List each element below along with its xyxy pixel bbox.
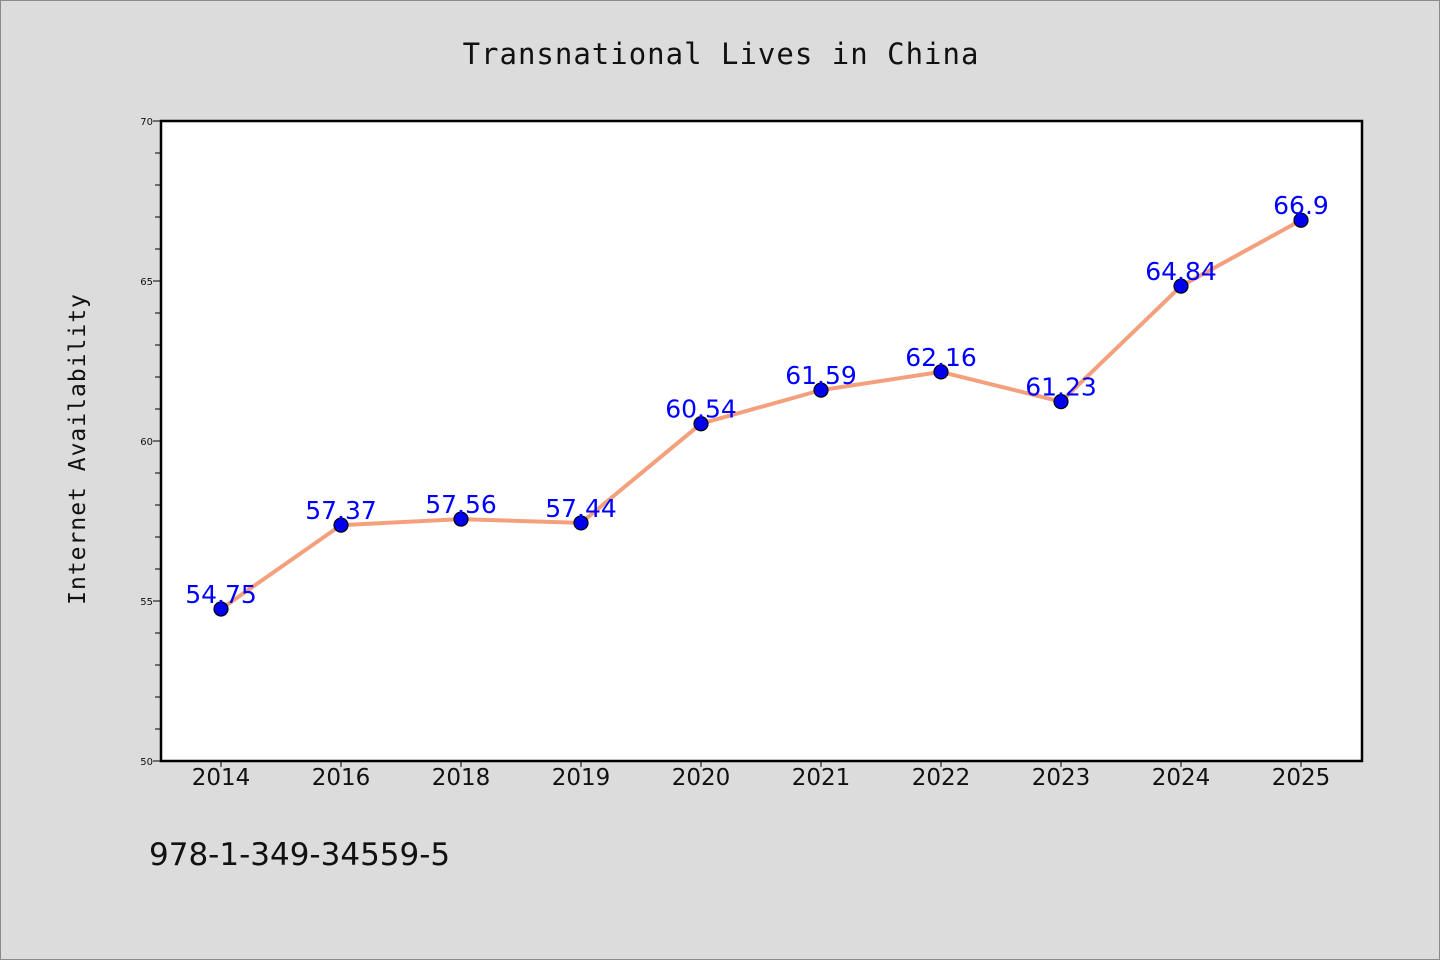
data-label: 64.84 — [1145, 257, 1217, 286]
data-point — [333, 517, 349, 533]
data-point — [453, 511, 469, 527]
data-labels: 54.75 57.37 57.56 57.44 60.54 61.59 62.16 61.23… — [185, 191, 1329, 609]
data-point — [813, 382, 829, 398]
x-tick-label: 2016 — [312, 765, 371, 791]
plot-area — [159, 119, 1364, 763]
data-label: 57.56 — [425, 490, 497, 519]
x-tick-label: 2024 — [1152, 765, 1211, 791]
x-axis: 2014 2016 2018 2019 2020 2021 2022 2023 2024 2025 — [192, 761, 1331, 791]
isbn-footer: 978-1-349-34559-5 — [149, 837, 450, 873]
data-label: 57.44 — [545, 494, 617, 523]
data-label: 61.59 — [785, 361, 857, 390]
data-point — [1293, 212, 1309, 228]
data-label: 54.75 — [185, 580, 257, 609]
data-point — [573, 515, 589, 531]
chart-title: Transnational Lives in China — [463, 37, 980, 71]
y-tick-label: 70 — [140, 117, 153, 128]
x-tick-label: 2023 — [1032, 765, 1091, 791]
x-tick-label: 2020 — [672, 765, 731, 791]
data-point — [693, 416, 709, 432]
x-tick-label: 2025 — [1272, 765, 1331, 791]
data-label: 66.9 — [1273, 191, 1329, 220]
x-tick-label: 2018 — [432, 765, 491, 791]
data-point — [933, 364, 949, 380]
data-series — [213, 212, 1309, 617]
data-label: 60.54 — [665, 395, 737, 424]
data-label: 61.23 — [1025, 373, 1097, 402]
y-tick-label: 50 — [140, 757, 153, 768]
data-label: 57.37 — [305, 496, 377, 525]
y-tick-label: 65 — [140, 277, 153, 288]
y-axis: 50 55 60 65 70 — [140, 117, 161, 768]
x-tick-label: 2019 — [552, 765, 611, 791]
data-label: 62.16 — [905, 343, 977, 372]
x-tick-label: 2014 — [192, 765, 251, 791]
y-axis-label: Internet Availability — [65, 293, 91, 605]
data-point — [1053, 394, 1069, 410]
y-tick-label: 60 — [140, 437, 153, 448]
data-point — [1173, 278, 1189, 294]
series-line — [219, 218, 1303, 611]
x-tick-label: 2021 — [792, 765, 851, 791]
data-point — [213, 601, 229, 617]
x-tick-label: 2022 — [912, 765, 971, 791]
y-tick-label: 55 — [140, 597, 153, 608]
